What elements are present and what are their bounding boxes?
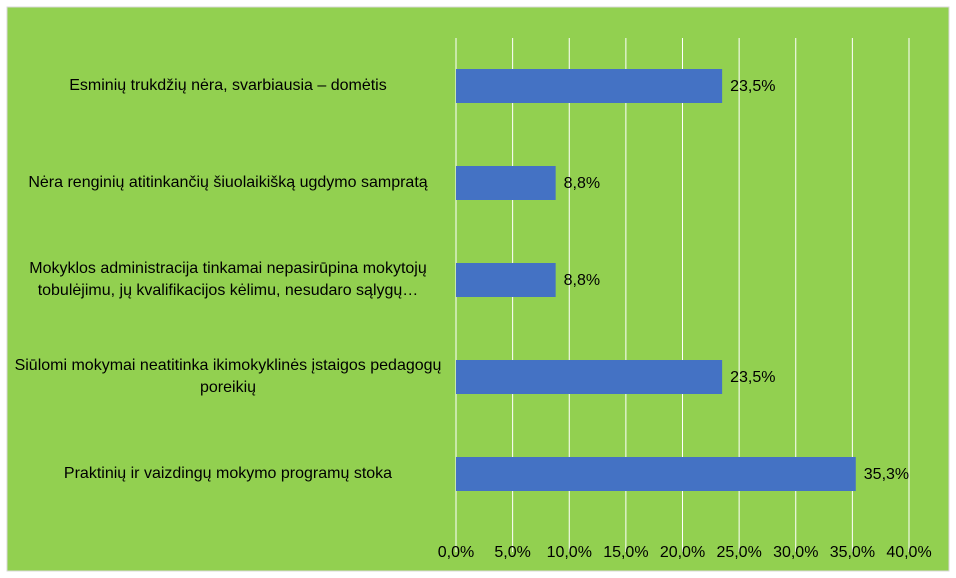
value-label: 8,8% [564, 175, 600, 192]
value-label: 23,5% [730, 78, 775, 95]
bar [456, 69, 723, 103]
x-tick-label: 35,0% [830, 544, 875, 561]
x-tick-label: 10,0% [547, 544, 592, 561]
category-label: Mokyklos administracija tinkamai nepasir… [29, 260, 427, 299]
x-tick-label: 0,0% [438, 544, 474, 561]
category-label: Praktinių ir vaizdingų mokymo programų s… [63, 465, 393, 482]
category-label: Nėra renginių atitinkančių šiuolaikišką … [28, 174, 428, 191]
x-tick-label: 15,0% [603, 544, 648, 561]
value-label: 35,3% [864, 466, 909, 483]
x-tick-label: 25,0% [716, 544, 761, 561]
bar [456, 166, 556, 200]
category-label: Siūlomi mokymai neatitinka ikimokyklinės… [14, 357, 442, 396]
bar [456, 360, 723, 394]
x-tick-label: 30,0% [773, 544, 818, 561]
value-label: 8,8% [564, 272, 600, 289]
bar [456, 263, 556, 297]
category-label: Esminių trukdžių nėra, svarbiausia – dom… [69, 77, 387, 94]
x-tick-label: 40,0% [886, 544, 931, 561]
value-label: 23,5% [730, 369, 775, 386]
x-tick-label: 20,0% [660, 544, 705, 561]
bar [456, 457, 856, 491]
x-tick-label: 5,0% [494, 544, 530, 561]
